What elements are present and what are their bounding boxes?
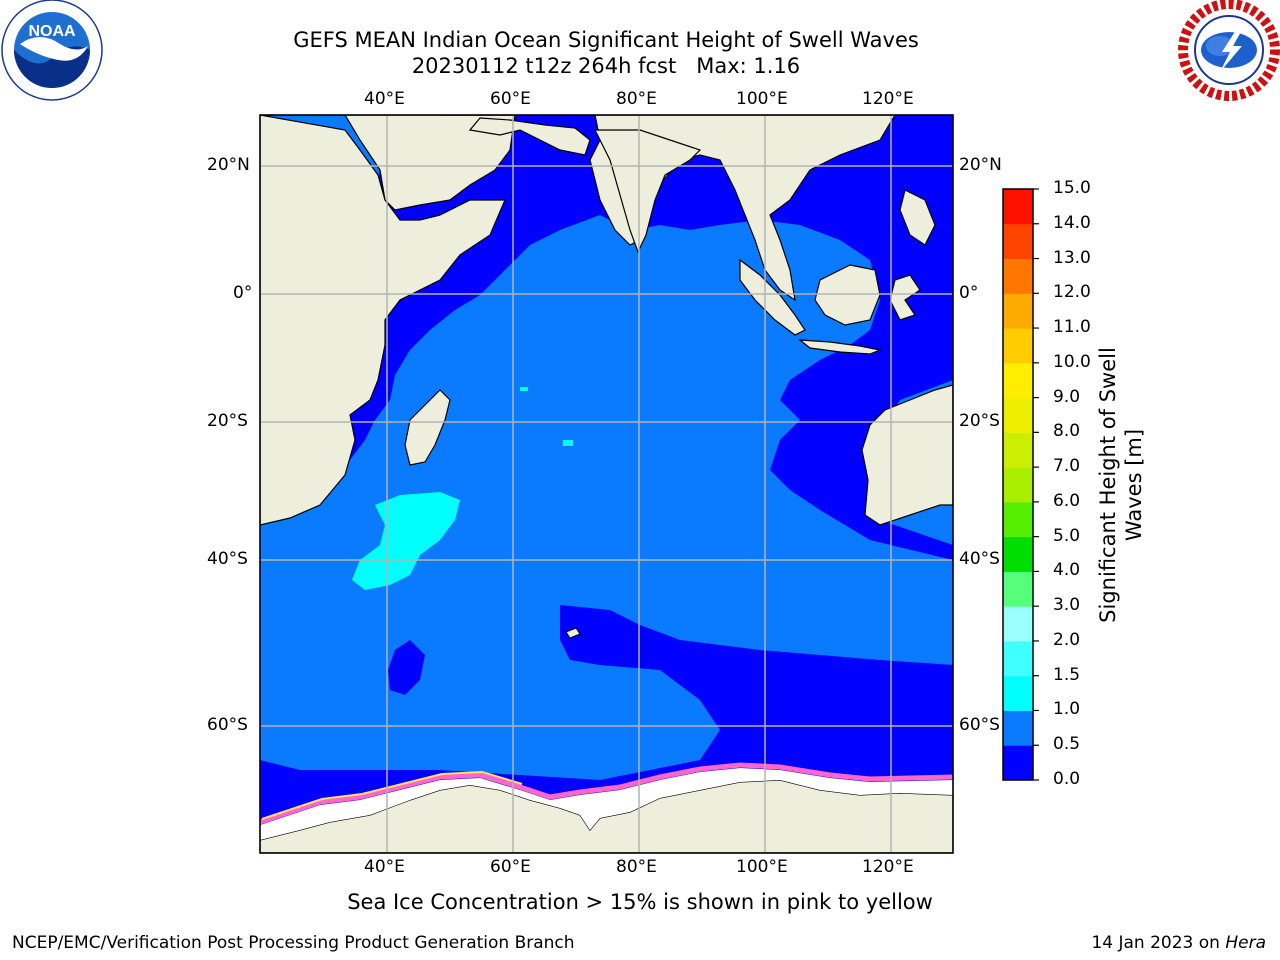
colorbar-segment: [1003, 640, 1033, 677]
land-asia: [440, 115, 896, 302]
colorbar-tick-label: 4.0: [1053, 560, 1081, 581]
map-subtitle: 20230112 t12z 264h fcst Max: 1.16: [411, 54, 801, 78]
footer-host: Hera: [1225, 933, 1266, 953]
colorbar-segment: [1003, 675, 1033, 711]
colorbar-tick-label: 2.0: [1053, 629, 1081, 650]
map-gridlines: [260, 115, 953, 853]
lat-tick-left: 60°S: [207, 715, 248, 735]
colorbar-segment: [1003, 432, 1033, 468]
colorbar-tick-label: 1.0: [1053, 699, 1081, 720]
lon-tick-top: 40°E: [364, 89, 405, 109]
colorbar-tick-label: 10.0: [1053, 351, 1091, 372]
lat-tick-right: 20°N: [959, 155, 1002, 175]
colorbar-tick-label: 11.0: [1053, 317, 1091, 338]
lon-tick-top: 60°E: [490, 89, 531, 109]
lat-tick-left: 20°S: [207, 411, 248, 431]
colorbar-frame: [1002, 188, 1034, 781]
land-kerguelen: [565, 627, 581, 639]
land-madagascar: [404, 389, 451, 466]
colorbar-tick-label: 0.0: [1053, 769, 1081, 789]
colorbar-segment: [1003, 223, 1033, 260]
land-australia: [861, 384, 953, 526]
map-frame: [259, 114, 954, 854]
lat-tick-left: 40°S: [207, 549, 248, 569]
colorbar-tick-label: 9.0: [1053, 386, 1081, 407]
lat-tick-right: 20°S: [959, 411, 1000, 431]
colorbar-tick-label: 12.0: [1053, 282, 1091, 303]
colorbar: [1002, 188, 1039, 781]
colorbar-segment: [1003, 293, 1033, 329]
land-sumatra: [739, 258, 806, 336]
map-plot-area: [260, 115, 953, 853]
land-philippines: [899, 189, 936, 246]
colorbar-tick-label: 6.0: [1053, 490, 1081, 511]
colorbar-tick-label: 8.0: [1053, 421, 1081, 442]
colorbar-segment: [1003, 328, 1033, 364]
land-india: [594, 129, 702, 254]
colorbar-segment: [1003, 397, 1033, 433]
footer-credit: NCEP/EMC/Verification Post Processing Pr…: [12, 933, 575, 953]
colorbar-tick-label: 3.0: [1053, 595, 1081, 616]
lon-tick-bottom: 100°E: [736, 857, 788, 877]
colorbar-tick-label: 5.0: [1053, 525, 1081, 546]
lat-tick-left: 0°: [233, 283, 253, 303]
lon-tick-bottom: 120°E: [862, 857, 914, 877]
colorbar-label: Significant Height of Swell Waves [m]: [1095, 325, 1165, 645]
colorbar-segment: [1003, 710, 1033, 746]
lon-tick-bottom: 80°E: [616, 857, 657, 877]
swell-cyan-patch: [352, 492, 460, 590]
colorbar-tick-label: 15.0: [1053, 178, 1091, 198]
map-title: GEFS MEAN Indian Ocean Significant Heigh…: [293, 28, 919, 52]
colorbar-tick-label: 14.0: [1053, 212, 1091, 233]
colorbar-tick-label: 13.0: [1053, 247, 1091, 268]
lat-tick-right: 0°: [959, 283, 979, 303]
lat-tick-left: 20°N: [207, 155, 250, 175]
nws-logo: [1178, 0, 1280, 101]
lat-tick-right: 60°S: [959, 715, 1000, 735]
sea-ice-pink: [260, 762, 953, 825]
lon-tick-top: 80°E: [616, 89, 657, 109]
sea-ice-yellow: [261, 770, 523, 820]
noaa-logo-text: NOAA: [28, 23, 76, 40]
lon-tick-top: 100°E: [736, 89, 788, 109]
footer-date: 14 Jan 2023 on Hera: [1091, 933, 1266, 953]
colorbar-label-line1: Significant Height of Swell: [1096, 347, 1120, 623]
swell-cyan-spot: [520, 387, 528, 391]
sea-ice-white: [260, 768, 953, 840]
colorbar-segment: [1003, 362, 1033, 399]
colorbar-tick-label: 1.5: [1053, 664, 1081, 685]
colorbar-segment: [1003, 501, 1033, 538]
noaa-logo: NOAA: [1, 0, 103, 101]
swell-cyan-spot: [563, 440, 573, 446]
lat-tick-right: 40°S: [959, 549, 1000, 569]
colorbar-segment: [1003, 571, 1033, 607]
lon-tick-top: 120°E: [862, 89, 914, 109]
sea-ice-caption: Sea Ice Concentration > 15% is shown in …: [347, 890, 933, 914]
colorbar-segment: [1003, 606, 1033, 642]
colorbar-segment: [1003, 467, 1033, 503]
colorbar-segment: [1003, 258, 1033, 294]
ocean-low-swell-patch: [388, 640, 425, 695]
lon-tick-bottom: 60°E: [490, 857, 531, 877]
colorbar-segment: [1003, 745, 1033, 781]
colorbar-segment: [1003, 536, 1033, 572]
land-java: [798, 339, 883, 355]
lon-tick-bottom: 40°E: [364, 857, 405, 877]
colorbar-tick-label: 7.0: [1053, 456, 1081, 477]
land-borneo: [814, 264, 881, 326]
colorbar-tick-label: 0.5: [1053, 734, 1081, 755]
colorbar-label-line2: Waves [m]: [1122, 428, 1146, 542]
colorbar-segment: [1003, 189, 1033, 225]
footer-date-text: 14 Jan 2023 on: [1091, 933, 1226, 953]
